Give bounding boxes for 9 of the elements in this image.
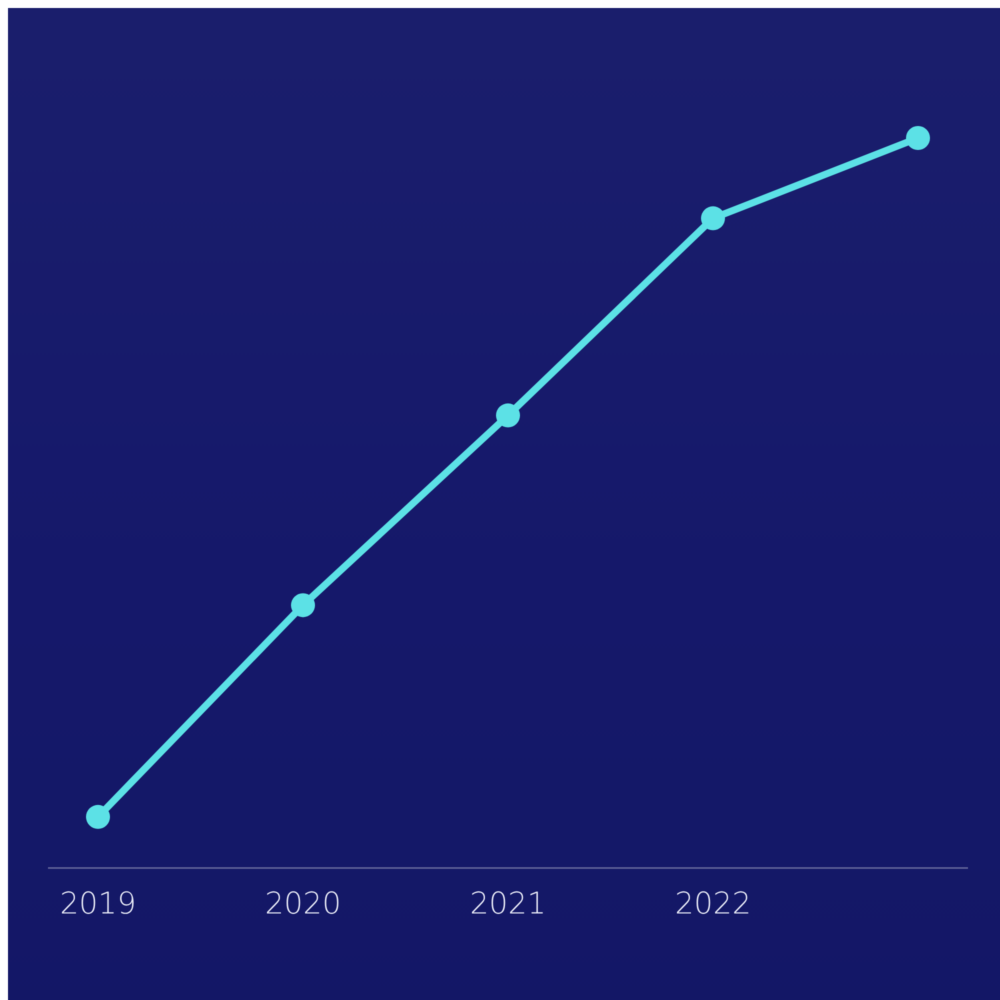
x-tick-label: 2021 bbox=[470, 886, 546, 922]
x-tick-label: 2022 bbox=[674, 886, 752, 922]
point bbox=[291, 593, 315, 618]
x-tick-label: 2020 bbox=[264, 886, 342, 922]
point bbox=[496, 403, 520, 428]
point bbox=[906, 126, 930, 150]
x-tick-label: 2019 bbox=[60, 886, 136, 922]
point bbox=[701, 206, 725, 230]
point bbox=[86, 804, 110, 829]
